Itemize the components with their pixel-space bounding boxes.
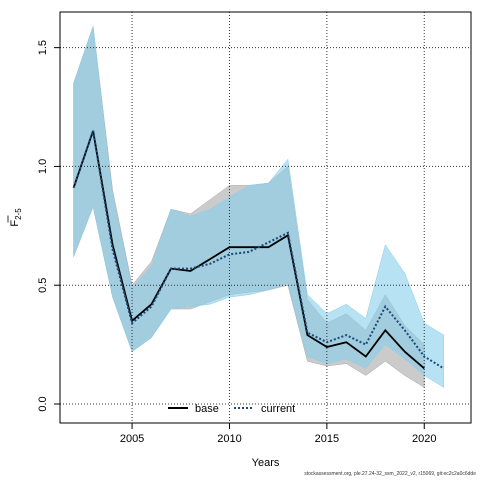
y-axis: 0.0 0.5 1.0 1.5	[37, 40, 60, 412]
band-current	[73, 26, 444, 388]
legend-label-base: base	[195, 403, 219, 415]
x-axis: 2005 2010 2015 2020	[120, 423, 436, 445]
x-axis-title: Years	[252, 457, 280, 469]
legend: base current	[168, 403, 295, 415]
y-tick-label-0-5: 0.5	[37, 278, 49, 293]
grid-lines	[60, 12, 471, 423]
svg-text:F2-5: F2-5	[9, 208, 23, 227]
x-tick-label-2020: 2020	[412, 433, 436, 445]
y-axis-title: F2-5	[7, 208, 23, 227]
x-tick-label-2010: 2010	[217, 433, 241, 445]
y-tick-label-1-5: 1.5	[37, 40, 49, 55]
y-axis-title-main: F	[9, 220, 21, 227]
y-axis-title-sub: 2-5	[14, 208, 23, 220]
footer-credit: stockassessment.org, ple.27.24-32_ssm_20…	[304, 471, 476, 477]
y-tick-label-0: 0.0	[37, 396, 49, 411]
line-base	[72, 130, 425, 370]
plot-frame	[59, 11, 472, 424]
x-tick-label-2015: 2015	[315, 433, 339, 445]
x-tick-label-2005: 2005	[120, 433, 144, 445]
y-tick-label-1: 1.0	[37, 159, 49, 174]
series-lines	[72, 130, 445, 370]
line-current	[72, 130, 445, 370]
legend-label-current: current	[261, 403, 295, 415]
